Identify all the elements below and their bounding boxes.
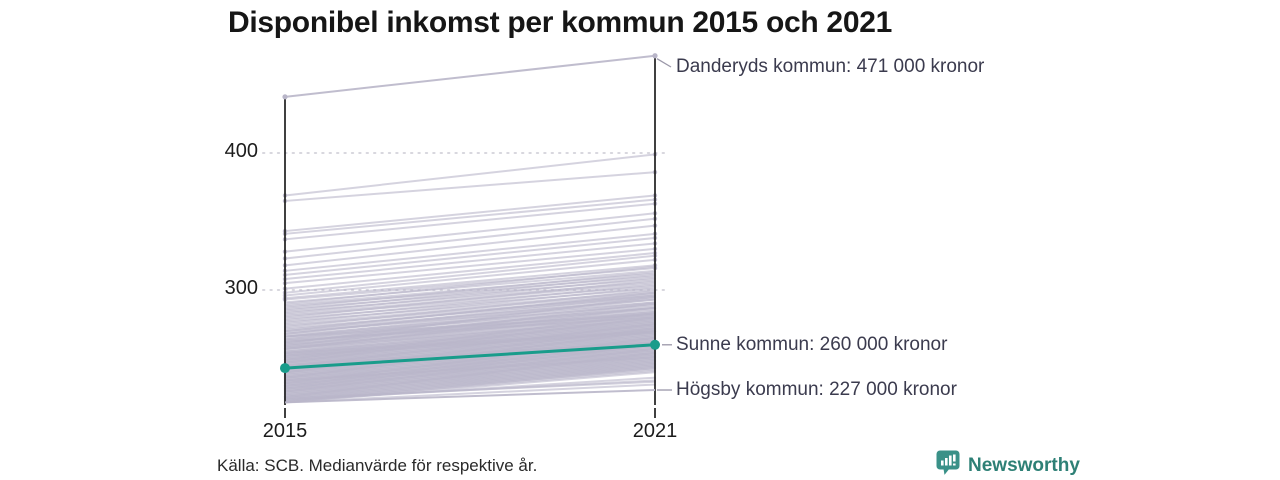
source-note: Källa: SCB. Medianvärde för respektive å… — [217, 456, 538, 475]
chart-title: Disponibel inkomst per kommun 2015 och 2… — [228, 6, 892, 39]
y-axis-tick-400: 400 — [224, 140, 258, 162]
x-axis-label-2021: 2021 — [632, 420, 678, 442]
annotation-sunne: Sunne kommun: 260 000 kronor — [676, 334, 948, 355]
brand-name: Newsworthy — [968, 454, 1080, 476]
newsworthy-logo-icon — [936, 450, 960, 480]
y-axis-tick-300: 300 — [224, 277, 258, 299]
branding: Newsworthy — [936, 450, 1080, 480]
annotation-danderyd: Danderyds kommun: 471 000 kronor — [676, 56, 985, 77]
x-axis-label-2015: 2015 — [262, 420, 308, 442]
annotation-hogsby: Högsby kommun: 227 000 kronor — [676, 379, 957, 400]
